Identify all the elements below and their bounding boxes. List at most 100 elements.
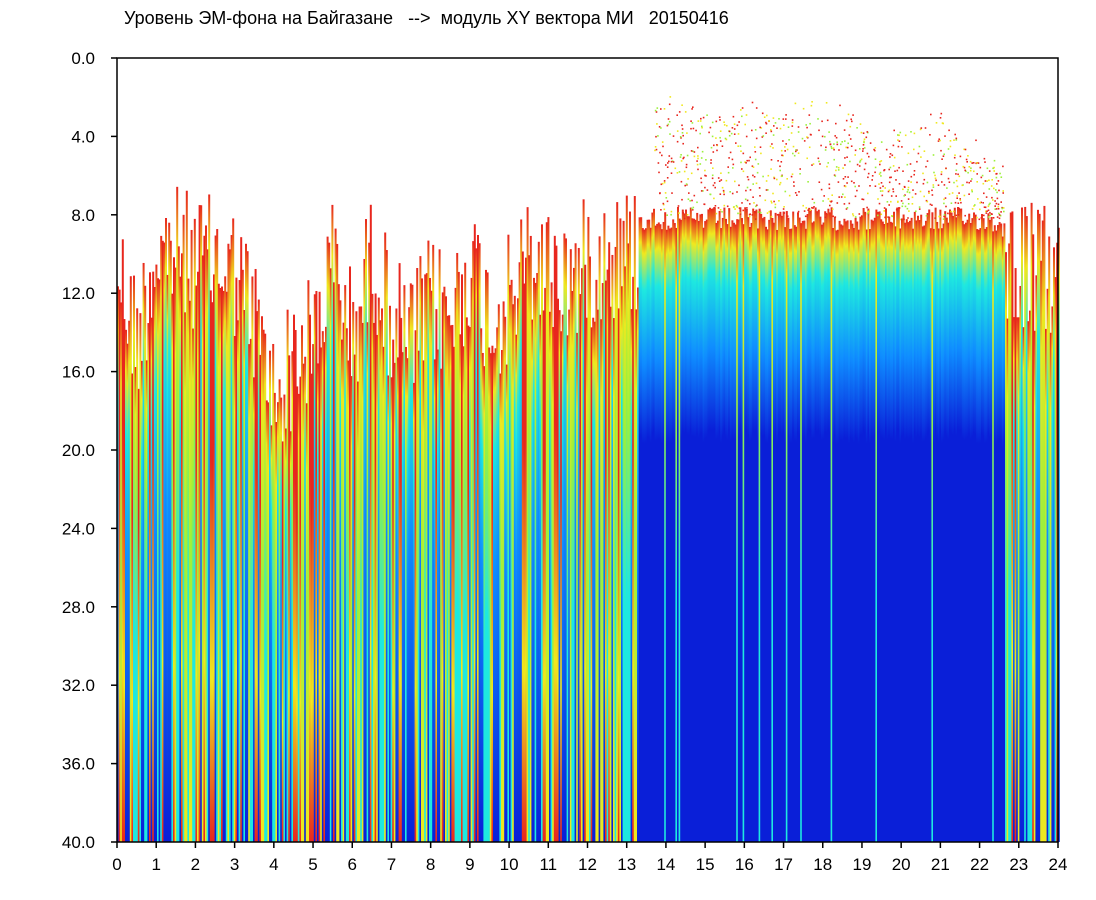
- spectrogram-column: [697, 220, 700, 842]
- spectrogram-column: [880, 219, 883, 843]
- speckle-point: [993, 166, 995, 169]
- speckle-point: [697, 155, 699, 157]
- speckle-point: [655, 148, 658, 151]
- speckle-point: [767, 189, 769, 191]
- speckle-point: [677, 205, 680, 207]
- spectrogram-column: [281, 441, 284, 842]
- speckle-point: [780, 149, 783, 152]
- spectrogram-column: [301, 325, 303, 842]
- speckle-point: [674, 167, 677, 170]
- spectrogram-column: [569, 249, 572, 842]
- spectrogram-column: [861, 216, 863, 843]
- spectrogram-column: [339, 300, 342, 843]
- speckle-point: [751, 165, 754, 167]
- spectrogram-column: [133, 275, 135, 843]
- speckle-point: [665, 197, 668, 199]
- speckle-point: [765, 122, 768, 125]
- speckle-point: [680, 180, 683, 183]
- speckle-point: [993, 170, 995, 172]
- speckle-point: [996, 197, 999, 200]
- speckle-point: [803, 140, 806, 142]
- speckle-point: [917, 152, 920, 155]
- speckle-point: [840, 196, 843, 198]
- spectrogram-column: [227, 243, 230, 842]
- speckle-point: [733, 123, 736, 125]
- spectrogram-column: [182, 214, 185, 842]
- speckle-point: [719, 140, 722, 142]
- spectrogram-column: [128, 320, 131, 843]
- speckle-point: [754, 129, 757, 131]
- speckle-point: [910, 175, 913, 178]
- spectrogram-column: [411, 284, 414, 843]
- speckle-point: [842, 178, 845, 180]
- speckle-point: [959, 199, 962, 201]
- spectrogram-column: [581, 268, 583, 842]
- spectrogram-column: [589, 256, 591, 842]
- speckle-point: [654, 109, 657, 112]
- spectrogram-column: [869, 229, 871, 843]
- speckle-point: [739, 213, 742, 215]
- speckle-point: [692, 150, 694, 153]
- spectrogram-column: [216, 229, 219, 842]
- speckle-point: [928, 192, 930, 194]
- speckle-point: [727, 166, 729, 168]
- speckle-point: [975, 214, 977, 217]
- speckle-point: [1000, 176, 1003, 178]
- speckle-point: [661, 154, 663, 157]
- spectrogram-column: [315, 290, 318, 842]
- speckle-point: [837, 169, 840, 171]
- speckle-point: [931, 189, 933, 192]
- spectrogram-column: [437, 349, 439, 842]
- speckle-point: [988, 216, 990, 218]
- spectrogram-column: [261, 316, 263, 842]
- speckle-point: [888, 189, 891, 192]
- speckle-point: [685, 166, 688, 169]
- spectrogram-column: [419, 256, 422, 843]
- speckle-point: [913, 173, 915, 176]
- speckle-point: [858, 185, 860, 187]
- spectrogram-column: [585, 317, 588, 843]
- speckle-point: [777, 160, 779, 162]
- spectrogram-column: [667, 225, 670, 843]
- spectrogram-column: [601, 283, 604, 842]
- speckle-point: [834, 175, 837, 177]
- spectrogram-column: [312, 344, 315, 842]
- speckle-point: [668, 160, 670, 163]
- spectrogram-column: [681, 209, 684, 843]
- spectrogram-column: [857, 229, 860, 842]
- spectrogram-column: [894, 226, 897, 843]
- speckle-point: [960, 201, 962, 204]
- spectrogram-column: [497, 304, 500, 842]
- speckle-point: [1003, 210, 1005, 213]
- spectrogram-column: [689, 207, 692, 842]
- speckle-point: [819, 163, 821, 165]
- speckle-point: [811, 101, 813, 103]
- speckle-point: [898, 140, 901, 142]
- speckle-point: [968, 166, 971, 168]
- speckle-point: [828, 183, 831, 186]
- speckle-point: [721, 145, 724, 147]
- speckle-point: [907, 198, 910, 200]
- speckle-point: [907, 217, 909, 219]
- spectrogram-column: [467, 325, 470, 842]
- spectrogram-column: [502, 301, 505, 842]
- speckle-point: [854, 185, 856, 188]
- spectrogram-column: [555, 245, 558, 842]
- speckle-point: [984, 206, 987, 209]
- spectrogram-column: [1021, 207, 1023, 842]
- spectrogram-column: [645, 228, 647, 842]
- y-tick-label: 16.0: [62, 363, 95, 382]
- spectrogram-column: [806, 214, 809, 842]
- spectrogram-column: [683, 213, 686, 842]
- speckle-point: [836, 143, 839, 146]
- speckle-point: [729, 151, 732, 154]
- spectrogram-column: [438, 249, 441, 842]
- spectrogram-column: [790, 228, 793, 843]
- speckle-point: [660, 108, 662, 110]
- spectrogram-column: [984, 228, 987, 842]
- spectrogram-column: [342, 322, 345, 842]
- spectrogram-column: [803, 220, 806, 842]
- spectrogram-column: [838, 220, 841, 843]
- speckle-point: [741, 202, 743, 204]
- spectrogram-column: [427, 240, 430, 843]
